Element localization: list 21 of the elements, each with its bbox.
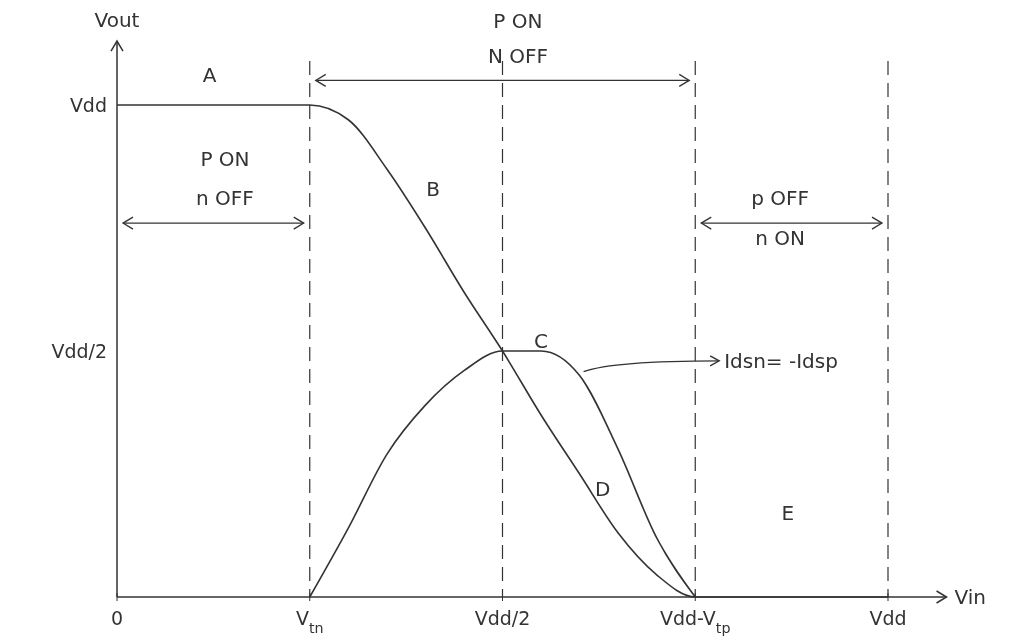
- annotation: n ON: [755, 225, 805, 250]
- annotation: n OFF: [196, 186, 254, 211]
- annotation: E: [781, 501, 795, 526]
- x-tick-label: V$_{tn}$: [295, 607, 324, 636]
- annotation: p OFF: [751, 186, 809, 211]
- text: Vdd/2: [51, 340, 107, 362]
- x-tick-label: Vdd: [869, 607, 907, 629]
- annotation: C: [534, 329, 549, 354]
- annotation: D: [595, 476, 611, 501]
- legend-label: Idsn= -Idsp: [724, 348, 838, 373]
- x-axis-title: Vin: [954, 585, 987, 609]
- annotation: P ON: [200, 147, 250, 172]
- x-tick-label: Vdd/2: [474, 607, 531, 629]
- text: P ON: [493, 9, 543, 34]
- text: Vdd: [69, 94, 107, 116]
- annotation: B: [426, 176, 440, 201]
- x-tick-label: Vdd-V$_{tp}$: [660, 607, 731, 636]
- text: N OFF: [487, 43, 548, 68]
- y-axis-title: Vout: [94, 8, 140, 33]
- x-tick-label: 0: [110, 607, 124, 629]
- text: A: [202, 63, 217, 88]
